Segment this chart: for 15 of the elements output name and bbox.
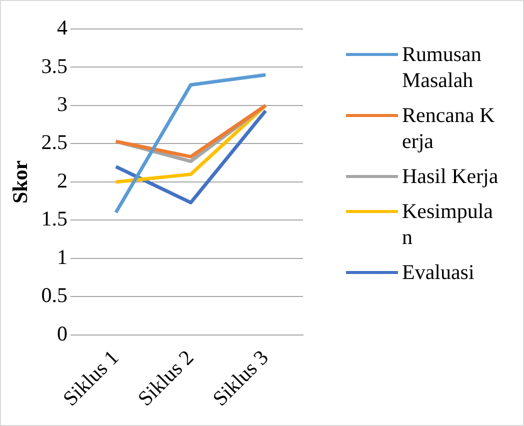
legend-label: Kesimpulan [402,198,494,250]
y-tick-label: 3 [56,92,68,116]
legend-label: Evaluasi [402,259,476,285]
y-tick-label: 0 [56,321,68,346]
y-tick-label: 1.5 [41,206,68,231]
y-axis-title: Skor [8,160,32,204]
y-tick-label: 2.5 [41,130,68,154]
legend-label: Rumusan Masalah [402,41,482,93]
y-tick-label: 1 [56,244,68,269]
y-tick-label: 3.5 [41,54,68,78]
y-tick-label: 4 [56,16,68,40]
legend-label: Rencana Kerja [402,102,496,154]
y-tick-label: 2 [56,168,68,192]
legend-label: Hasil Kerja [402,163,500,189]
y-tick-label: 0.5 [41,283,68,308]
